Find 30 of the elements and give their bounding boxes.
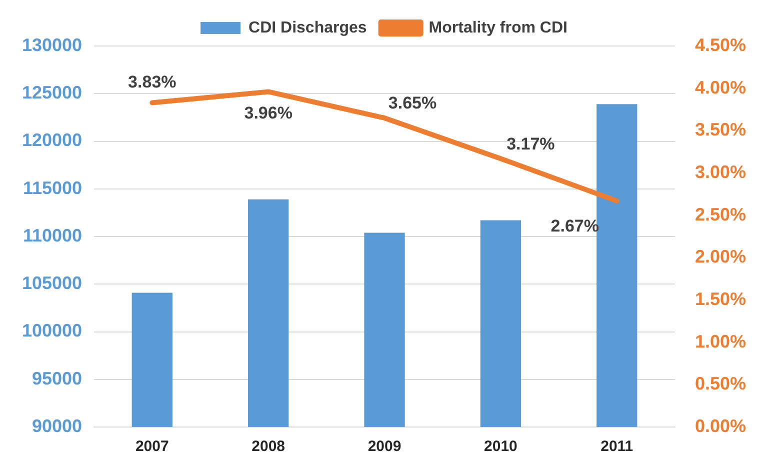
- y2-tick-label: 3.50%: [694, 120, 746, 140]
- y2-tick-label: 1.00%: [694, 331, 746, 352]
- y2-tick-label: 0.00%: [694, 416, 746, 436]
- data-label: 3.65%: [388, 94, 437, 113]
- y-tick-label: 120000: [22, 130, 82, 150]
- y-tick-label: 110000: [22, 225, 82, 246]
- legend-label: Mortality from CDI: [428, 19, 568, 36]
- y-tick-label: 105000: [22, 273, 82, 294]
- y2-tick-label: 3.00%: [694, 162, 746, 182]
- y-tick-label: 90000: [32, 416, 82, 436]
- y2-tick-label: 2.00%: [694, 246, 746, 267]
- x-tick-label: 2010: [484, 438, 518, 456]
- data-label: 3.17%: [506, 134, 555, 154]
- y2-tick-label: 0.50%: [694, 374, 746, 394]
- y-tick-label: 95000: [32, 368, 82, 388]
- data-label: 3.96%: [244, 103, 292, 122]
- y2-tick-label: 4.00%: [694, 77, 746, 98]
- x-tick-label: 2011: [600, 438, 634, 456]
- y-tick-label: 115000: [22, 178, 82, 198]
- x-tick-label: 2009: [368, 438, 402, 456]
- y-tick-label: 130000: [22, 34, 82, 55]
- y-tick-label: 100000: [22, 320, 82, 341]
- y-tick-label: 125000: [22, 82, 82, 103]
- data-label: 3.83%: [128, 72, 176, 92]
- x-tick-label: 2007: [135, 438, 169, 456]
- x-tick-label: 2008: [252, 438, 286, 456]
- legend-label: CDI Discharges: [248, 19, 367, 36]
- y2-tick-label: 1.50%: [694, 288, 746, 309]
- y2-tick-label: 2.50%: [694, 204, 746, 224]
- y2-tick-label: 4.50%: [694, 34, 746, 55]
